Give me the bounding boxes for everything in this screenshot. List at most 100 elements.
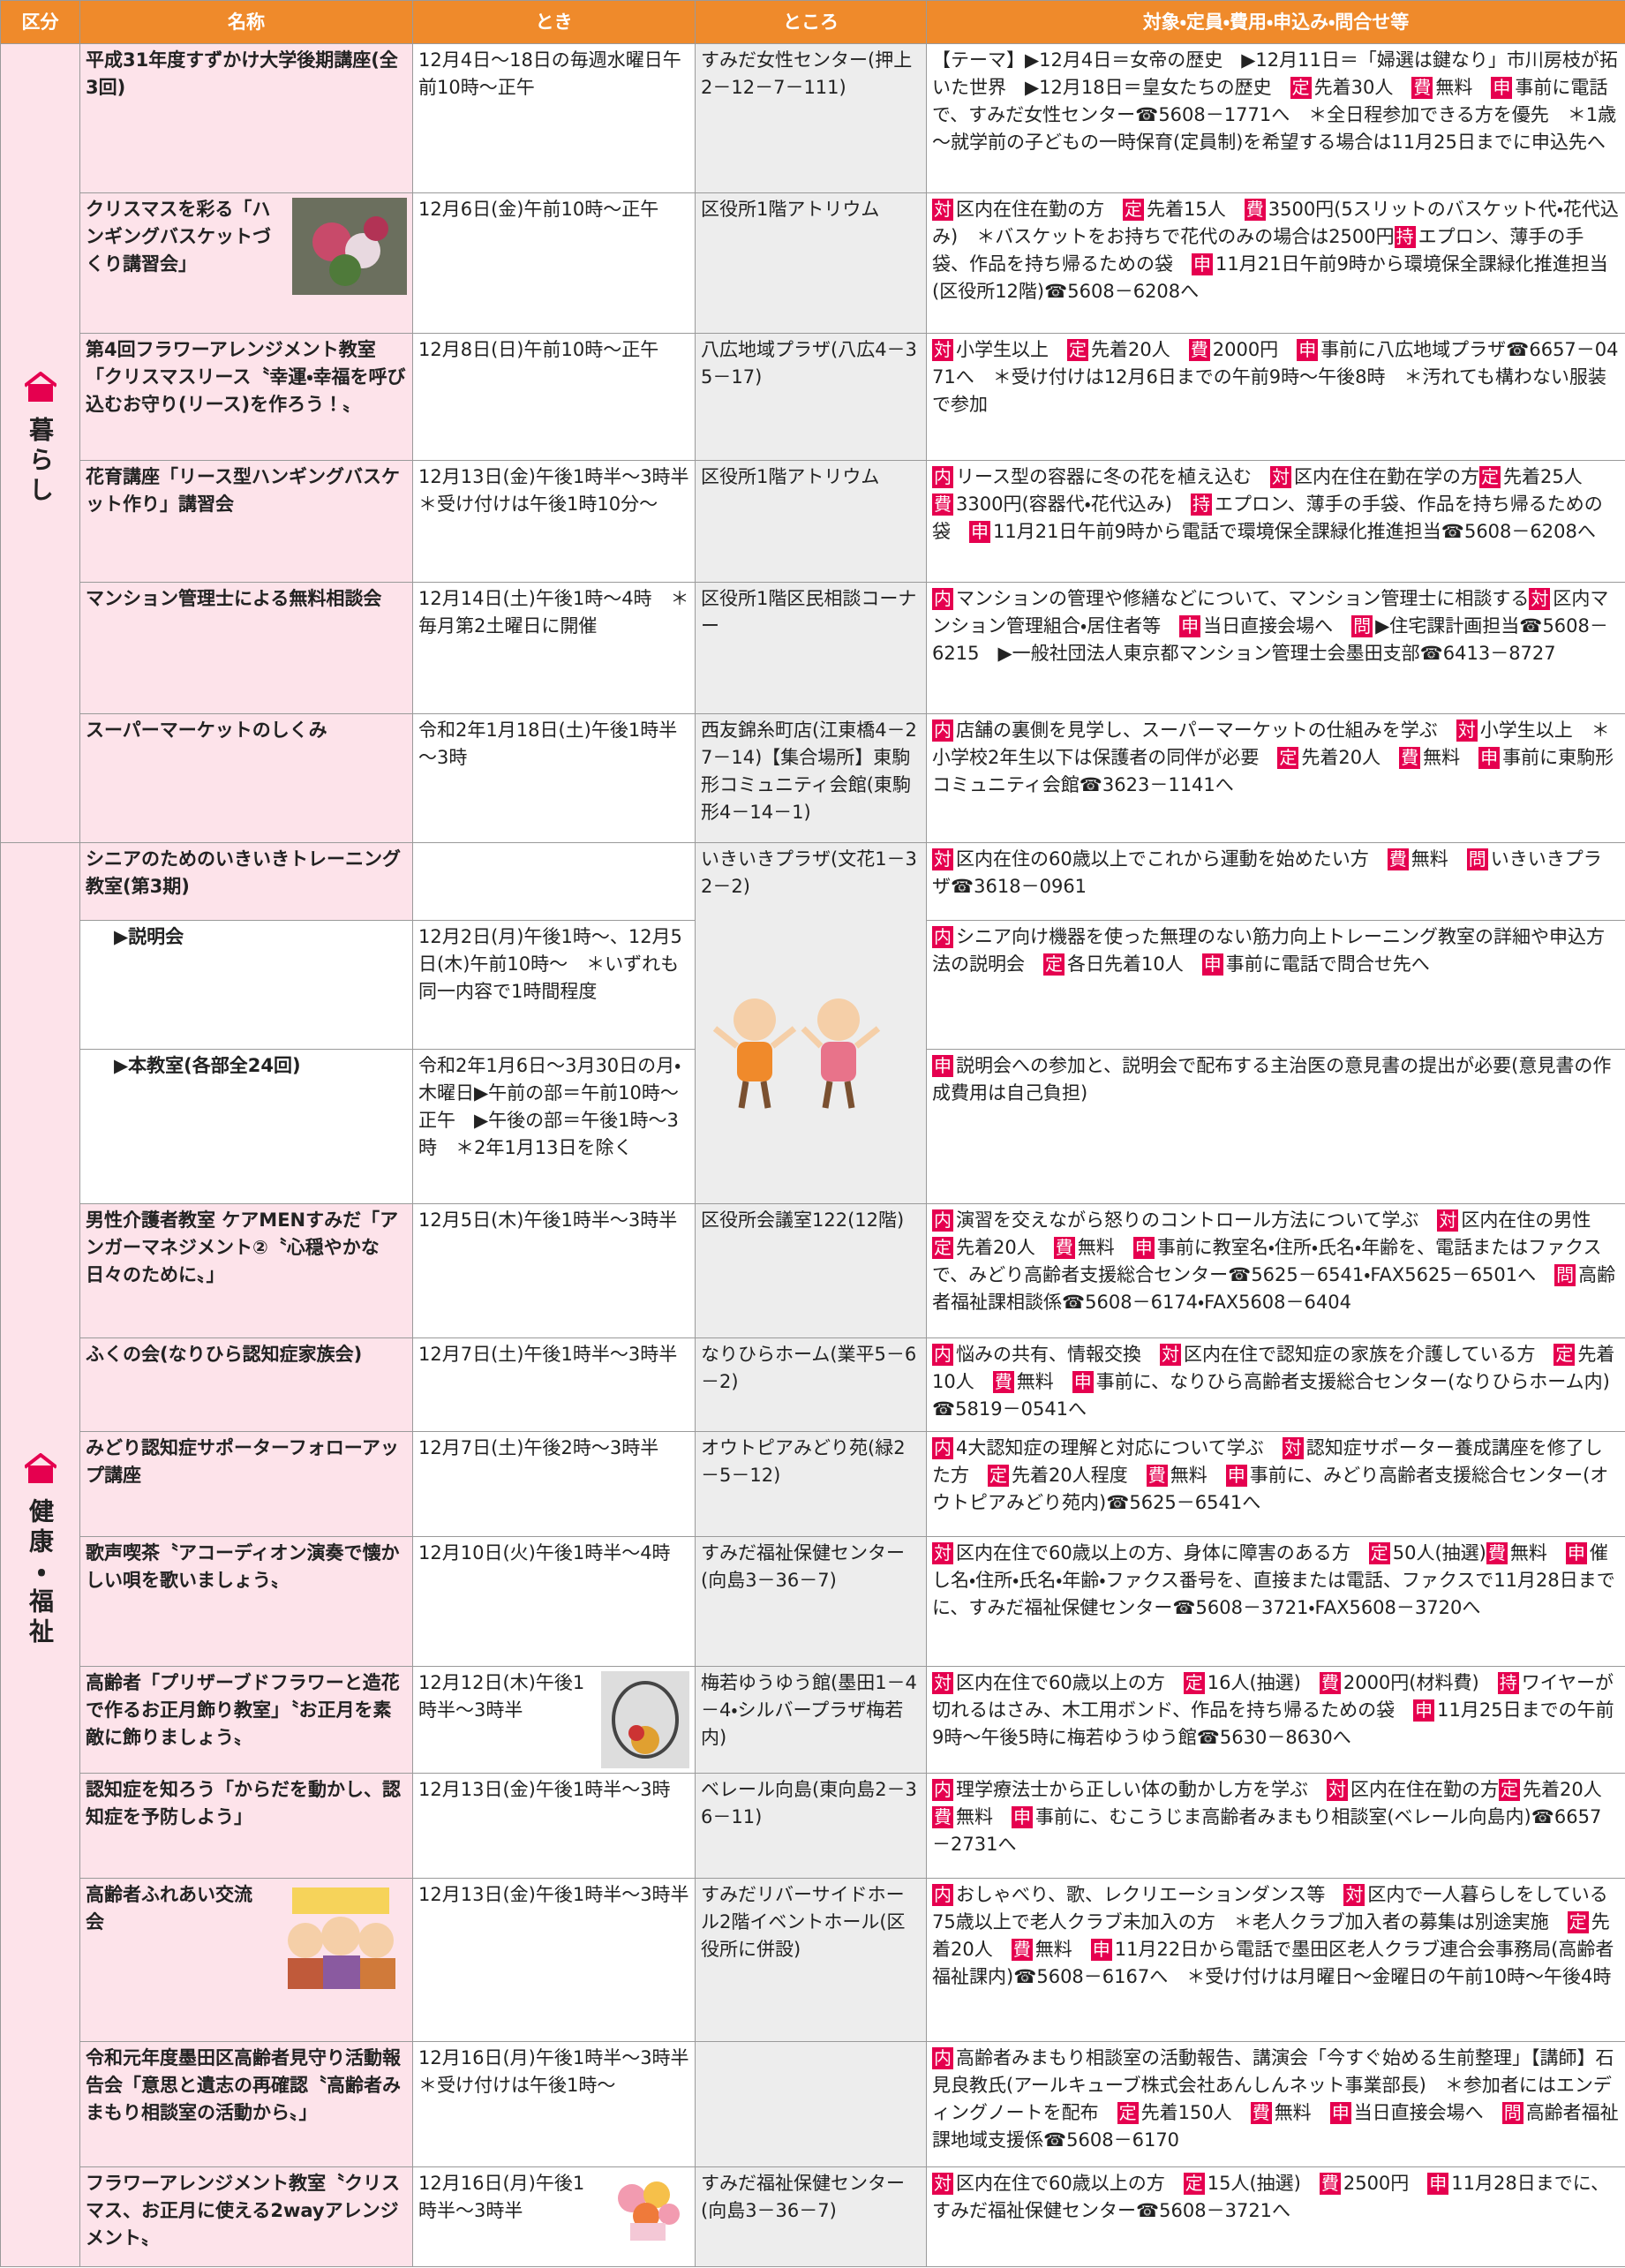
detail-text: 事前に八広地域プラザ☎6657－0471へ ＊受け付けは12月6日までの午前9時… [932,339,1619,415]
place-text: 八広地域プラザ(八広4－35－17) [701,339,917,388]
detail-text: 悩みの共有、情報交換 [956,1344,1160,1365]
detail-text: 事前に東駒形コミュニティ会館☎3623－1141へ [932,747,1614,795]
category-badge: 対 [932,848,953,870]
name-text: みどり認知症サポーターフォローアップ講座 [86,1437,399,1486]
event-time: 12月7日(土)午後1時半～3時半 [412,1337,696,1432]
category-badge: 対 [1282,1437,1304,1459]
category-badge: 申 [1225,1465,1247,1487]
place-text: なりひらホーム(業平5－6－2) [701,1344,917,1392]
place-text: いきいきプラザ(文花1－32－2) [701,848,917,897]
category-badge: 費 [1146,1465,1168,1487]
category-badge: 申 [1090,1939,1112,1961]
detail-text: 無料 [1423,747,1479,768]
event-name: 平成31年度すずかけ大学後期講座(全3回) [79,43,413,193]
name-text: 花育講座「リース型ハンギングバスケット作り」講習会 [86,466,400,515]
category-badge: 問 [1466,848,1488,870]
detail-text: 説明会への参加と、説明会で配布する主治医の意見書の提出が必要(意見書の作成費用は… [932,1055,1612,1104]
details-cell: 内リース型の容器に冬の花を植え込む 対区内在住在勤在学の方定先着25人 費 330… [926,460,1625,583]
category-badge: 対 [932,339,953,361]
detail-text: 先着20人程度 [1012,1465,1147,1486]
detail-text: 事前に電話で、すみだ女性センター☎5608－1771へ ＊全日程参加できる方を優… [932,77,1617,153]
detail-text: 催し名・住所・氏名・年齢・ファクス番号を、直接または電話、ファクスで11月28日… [932,1542,1615,1618]
time-text: 12月16日(月)午後1時半～3時半 [418,2173,585,2221]
event-place: 区役所1階区民相談コーナー [695,582,927,714]
category-badge: 定 [1499,1779,1520,1801]
name-text: ▶説明会 [114,926,184,947]
detail-text: 11月25日までの午前9時～午後5時に梅若ゆうゆう館☎5630－8630へ [932,1699,1614,1748]
category-badge: 申 [1132,1237,1155,1259]
event-row: 令和元年度墨田区高齢者見守り活動報告会「意思と遺志の再確認〝高齢者みまもり相談室… [1,2041,1625,2167]
detail-text: 【テーマ】▶12月4日＝女帝の歴史 ▶12月11日＝「婦選は鍵なり」市川房枝が拓… [932,49,1618,98]
category-badge: 申 [1012,1806,1033,1828]
detail-text: 区内在住で認知症の家族を介護している方 [1184,1344,1554,1365]
column-header: 名称 [79,0,413,44]
category-badge: 定 [1368,1542,1390,1564]
event-row: 高齢者「プリザーブドフラワーと造花で作るお正月飾り教室」〝お正月を素敵に飾りまし… [1,1666,1625,1774]
category-badge: 問 [1554,1264,1576,1286]
name-text: ▶本教室(各部全24回) [114,1055,301,1076]
detail-text: 3500円(5スリットのバスケット代・花代込み) ＊バスケットをお持ちで花代のみ… [932,199,1619,247]
place-text: 区役所会議室122(12階) [701,1209,905,1231]
category-badge: 対 [932,1542,953,1564]
detail-text: 事前に教室名・住所・氏名・年齢を、電話またはファクスで、みどり高齢者支援総合セン… [932,1237,1602,1285]
detail-text: 先着20人 [932,1911,1610,1960]
detail-text: 区内で一人暮らしをしている75歳以上で老人クラブ未加入の方 ＊老人クラブ加入者の… [932,1884,1608,1933]
category-badge: 申 [1192,253,1213,275]
place-text: 区役所1階アトリウム [701,466,880,487]
event-row: 認知症を知ろう「からだを動かし、認知症を予防しよう」 12月13日(金)午後1時半… [1,1773,1625,1879]
detail-text: 無料 [1077,1237,1133,1258]
detail-text: 3300円(容器代・花代込み) [956,494,1191,515]
category-badge: 申 [969,521,990,543]
category-badge: 申 [1201,953,1223,976]
detail-text: 4大認知症の理解と対応について学ぶ [956,1437,1283,1458]
event-name: クリスマスを彩る「ハンギングバスケットづくり講習会」 [79,192,413,334]
detail-text: 小学生以上 [956,339,1067,360]
section-icon [23,371,57,402]
detail-text: 無料 [1170,1465,1226,1486]
detail-text: 先着150人 [1140,2102,1251,2123]
detail-text: 事前に、むこうじま高齢者みまもり相談室(ベレール向島内)☎6657－2731へ [932,1806,1602,1855]
column-header: ところ [695,0,927,44]
detail-text: 先着20人 [956,1237,1054,1258]
detail-text: 11月28日までに、すみだ福祉保健センター☎5608－3721へ [932,2173,1610,2221]
detail-text: エプロン、薄手の手袋、作品を持ち帰るための袋 [932,494,1603,542]
event-row: ふくの会(なりひら認知症家族会) 12月7日(土)午後1時半～3時半 なりひらホーム… [1,1337,1625,1432]
category-badge: 定 [1290,77,1312,99]
category-badge: 対 [1437,1209,1459,1232]
category-badge: 定 [1277,747,1299,769]
event-name: ふくの会(なりひら認知症家族会) [79,1337,413,1432]
category-badge: 申 [1413,1699,1435,1722]
subrow-name: ▶本教室(各部全24回) [79,1049,413,1204]
section-cell: 暮らし [0,43,80,843]
event-name: 男性介護者教室 ケアMENすみだ「アンガーマネジメント②〝心穏やかな日々のために… [79,1203,413,1338]
name-text: 高齢者ふれあい交流会 [86,1884,252,1933]
detail-text: 小学生以上 ＊小学校2年生以下は保護者の同伴が必要 [932,720,1610,768]
name-text: 認知症を知ろう「からだを動かし、認知症を予防しよう」 [86,1779,401,1827]
detail-text: 認知症サポーター養成講座を修了した方 [932,1437,1603,1486]
event-place: すみだリバーサイドホール2階イベントホール(区役所に併設) [695,1878,927,2042]
category-badge: 定 [1123,199,1144,221]
time-text: 12月8日(日)午前10時～正午 [418,339,659,360]
details-cell: 内理学療法士から正しい体の動かし方を学ぶ 対区内在住在勤の方定先着20人 費無料… [926,1773,1625,1879]
place-text: すみだ女性センター(押上2－12－7－111) [701,49,913,98]
time-text: 12月14日(土)午後1時～4時 ＊毎月第2土曜日に開催 [418,588,689,637]
detail-text: 高齢者みまもり相談室の活動報告、講演会「今すぐ始める生前整理」【講師】石見良教氏… [932,2047,1614,2123]
detail-text: 高齢者福祉課相談係☎5608－6174・FAX5608－6404 [932,1264,1616,1313]
details-cell: 【テーマ】▶12月4日＝女帝の歴史 ▶12月11日＝「婦選は鍵なり」市川房枝が拓… [926,43,1625,193]
name-text: シニアのためのいきいきトレーニング教室(第3期) [86,848,401,897]
category-badge: 費 [1053,1237,1075,1259]
event-place [695,2041,927,2167]
detail-text: 区内マンション管理組合・居住者等 [932,588,1609,637]
event-place: すみだ福祉保健センター(向島3－36－7) [695,2166,927,2267]
event-time: 12月10日(火)午後1時半～4時 [412,1536,696,1667]
category-badge: 内 [932,588,953,610]
event-time: 令和2年1月18日(土)午後1時半～3時 [412,713,696,843]
detail-text: 区内在住の男性 [1461,1209,1610,1231]
event-time: 12月7日(土)午後2時～3時半 [412,1431,696,1537]
category-badge: 内 [932,1779,953,1801]
place-text: ベレール向島(東向島2－36－11) [701,1779,917,1827]
category-badge: 対 [1456,720,1478,742]
subrow-time: 令和2年1月6日～3月30日の月・木曜日▶午前の部＝午前10時～正午 ▶午後の部… [412,1049,696,1204]
category-badge: 申 [932,1055,953,1077]
